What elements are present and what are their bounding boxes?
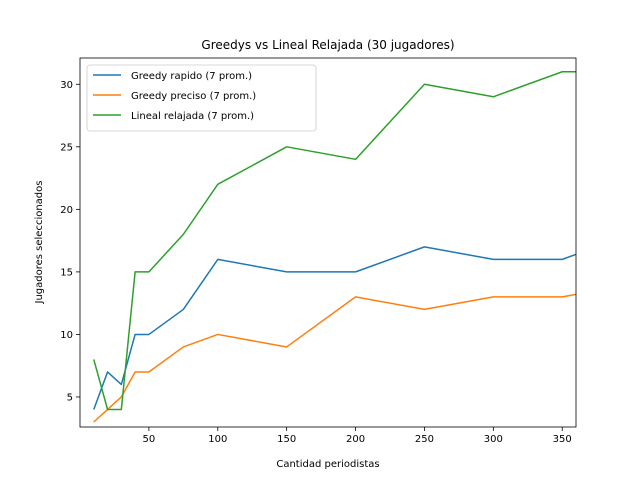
x-tick-label: 300 [484, 434, 503, 445]
y-tick-label: 30 [60, 80, 73, 91]
x-tick-label: 100 [208, 434, 227, 445]
legend-label-2: Greedy preciso (7 prom.) [131, 91, 256, 102]
plot-frame [79, 57, 577, 428]
y-tick-label: 15 [60, 267, 73, 278]
series-line-3 [93, 71, 576, 411]
x-tick-label: 150 [277, 434, 296, 445]
series-layer [93, 71, 576, 423]
y-tick-label: 20 [60, 205, 73, 216]
y-tick-label: 10 [60, 330, 73, 341]
legend-label-3: Lineal relajada (7 prom.) [131, 111, 254, 122]
series-line-2 [93, 293, 576, 423]
x-tick-label: 250 [415, 434, 434, 445]
series-line-1 [93, 246, 576, 410]
legend-box [86, 64, 317, 132]
x-axis: 50 100 150 200 250 300 350 [143, 427, 572, 445]
y-tick-label: 5 [67, 392, 73, 403]
x-tick-label: 50 [143, 434, 156, 445]
legend: Greedy rapido (7 prom.) Greedy preciso (7… [86, 64, 317, 132]
y-tick-label: 25 [60, 142, 73, 153]
legend-label-1: Greedy rapido (7 prom.) [131, 71, 252, 82]
y-axis-label: Jugadores seleccionados [34, 181, 45, 305]
x-tick-label: 200 [346, 434, 365, 445]
x-axis-label: Cantidad periodistas [276, 459, 379, 470]
chart-title: Greedys vs Lineal Relajada (30 jugadores… [201, 38, 454, 52]
y-axis: 5 10 15 20 25 30 [60, 80, 80, 403]
x-tick-label: 350 [553, 434, 572, 445]
